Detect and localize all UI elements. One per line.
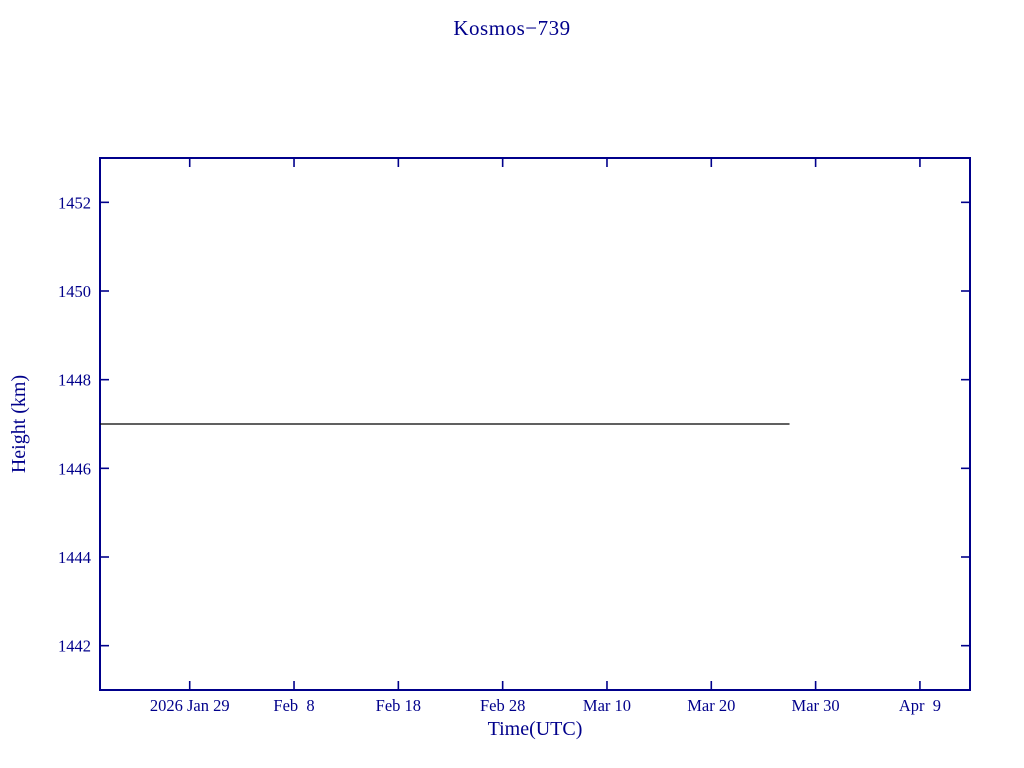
x-tick-label: Mar 30: [792, 696, 840, 715]
y-tick-label: 1448: [58, 371, 91, 390]
y-tick-label: 1442: [58, 637, 91, 656]
x-tick-label: Feb 8: [273, 696, 314, 715]
x-tick-label: Apr 9: [899, 696, 941, 715]
y-tick-label: 1444: [58, 548, 91, 567]
y-tick-label: 1452: [58, 193, 91, 212]
x-axis-label: Time(UTC): [487, 718, 583, 740]
x-tick-label: Mar 10: [583, 696, 631, 715]
x-tick-label: Mar 20: [687, 696, 735, 715]
chart-title: Kosmos−739: [453, 16, 571, 40]
x-tick-label: Feb 18: [376, 696, 421, 715]
y-tick-label: 1446: [58, 459, 91, 478]
x-tick-label: 2026 Jan 29: [150, 696, 230, 715]
x-tick-label: Feb 28: [480, 696, 525, 715]
y-tick-label: 1450: [58, 282, 91, 301]
